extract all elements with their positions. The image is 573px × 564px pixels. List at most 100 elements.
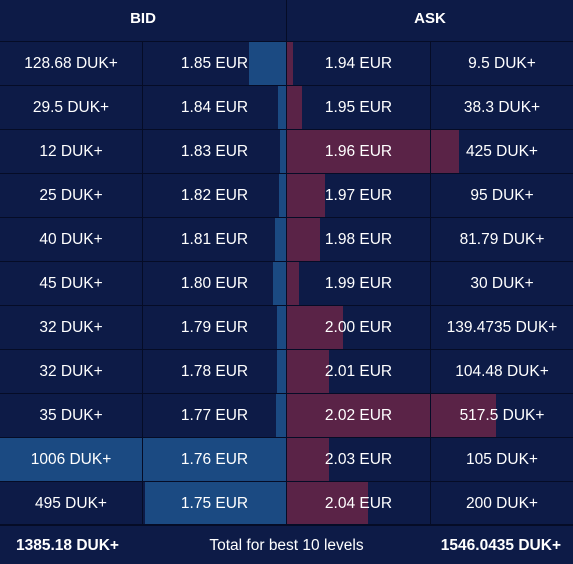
bid-price: 1.84 EUR: [180, 99, 249, 116]
ask-amount: 81.79 DUK+: [459, 231, 545, 248]
ask-price: 1.97 EUR: [324, 187, 393, 204]
column-divider: [430, 262, 431, 305]
bid-amount: 35 DUK+: [39, 407, 103, 424]
column-divider: [286, 306, 287, 349]
total-label: Total for best 10 levels: [209, 537, 364, 554]
column-divider: [430, 174, 431, 217]
column-divider: [142, 42, 143, 85]
column-divider: [142, 218, 143, 261]
column-divider: [430, 42, 431, 85]
ask-depth-bar: [287, 482, 368, 525]
bid-depth-bar: [277, 350, 286, 393]
ask-total: 1546.0435 DUK+: [440, 537, 561, 554]
order-book-header: BID ASK: [0, 0, 573, 42]
bid-amount: 40 DUK+: [39, 231, 103, 248]
ask-amount: 425 DUK+: [466, 143, 538, 160]
bid-amount: 495 DUK+: [35, 495, 107, 512]
ask-price: 2.02 EUR: [324, 407, 393, 424]
bid-price: 1.83 EUR: [180, 143, 249, 160]
bid-depth-bar: [276, 394, 286, 437]
bid-amount: 128.68 DUK+: [24, 55, 118, 72]
column-divider: [430, 130, 431, 173]
column-divider: [142, 262, 143, 305]
ask-price: 1.94 EUR: [324, 55, 393, 72]
ask-amount: 30 DUK+: [470, 275, 534, 292]
order-row[interactable]: 45 DUK+ 1.80 EUR 1.99 EUR 30 DUK+: [0, 262, 573, 306]
bid-amount: 45 DUK+: [39, 275, 103, 292]
column-divider: [430, 394, 431, 437]
order-row[interactable]: 32 DUK+ 1.79 EUR 2.00 EUR 139.4735 DUK+: [0, 306, 573, 350]
ask-price: 1.95 EUR: [324, 99, 393, 116]
column-divider: [430, 350, 431, 393]
column-divider: [286, 350, 287, 393]
column-divider: [430, 482, 431, 525]
bid-amount: 12 DUK+: [39, 143, 103, 160]
column-divider: [286, 394, 287, 437]
bid-price: 1.79 EUR: [180, 319, 249, 336]
order-book-rows: 128.68 DUK+ 1.85 EUR 1.94 EUR 9.5 DUK+ 29.5 …: [0, 42, 573, 526]
header-divider: [286, 0, 287, 42]
bid-amount: 29.5 DUK+: [32, 99, 110, 116]
column-divider: [142, 438, 143, 481]
bid-price: 1.75 EUR: [180, 495, 249, 512]
order-row[interactable]: 29.5 DUK+ 1.84 EUR 1.95 EUR 38.3 DUK+: [0, 86, 573, 130]
ask-depth-bar: [287, 306, 343, 349]
column-divider: [286, 42, 287, 85]
column-divider: [286, 86, 287, 129]
order-row[interactable]: 12 DUK+ 1.83 EUR 1.96 EUR 425 DUK+: [0, 130, 573, 174]
ask-depth-bar: [287, 218, 320, 261]
ask-column-header: ASK: [414, 10, 446, 27]
ask-depth-bar: [287, 174, 325, 217]
column-divider: [142, 482, 143, 525]
bid-depth-bar: [0, 438, 286, 481]
bid-amount: 25 DUK+: [39, 187, 103, 204]
column-divider: [430, 86, 431, 129]
bid-depth-bar: [278, 86, 286, 129]
bid-price: 1.77 EUR: [180, 407, 249, 424]
order-row[interactable]: 128.68 DUK+ 1.85 EUR 1.94 EUR 9.5 DUK+: [0, 42, 573, 86]
bid-price: 1.80 EUR: [180, 275, 249, 292]
bid-depth-bar: [145, 482, 286, 525]
bid-depth-bar: [280, 130, 286, 173]
order-row[interactable]: 495 DUK+ 1.75 EUR 2.04 EUR 200 DUK+: [0, 482, 573, 526]
column-divider: [142, 86, 143, 129]
ask-amount: 104.48 DUK+: [455, 363, 549, 380]
ask-amount: 200 DUK+: [466, 495, 538, 512]
ask-price: 2.00 EUR: [324, 319, 393, 336]
bid-price: 1.78 EUR: [180, 363, 249, 380]
column-divider: [142, 350, 143, 393]
bid-price: 1.85 EUR: [180, 55, 249, 72]
column-divider: [142, 306, 143, 349]
order-row[interactable]: 1006 DUK+ 1.76 EUR 2.03 EUR 105 DUK+: [0, 438, 573, 482]
column-divider: [286, 218, 287, 261]
bid-price: 1.82 EUR: [180, 187, 249, 204]
order-book-footer: 1385.18 DUK+ Total for best 10 levels 15…: [0, 524, 573, 564]
ask-price: 2.03 EUR: [324, 451, 393, 468]
ask-price: 1.96 EUR: [324, 143, 393, 160]
column-divider: [142, 174, 143, 217]
ask-depth-bar: [287, 394, 496, 437]
bid-price: 1.76 EUR: [180, 451, 249, 468]
order-row[interactable]: 32 DUK+ 1.78 EUR 2.01 EUR 104.48 DUK+: [0, 350, 573, 394]
ask-price: 2.04 EUR: [324, 495, 393, 512]
ask-amount: 38.3 DUK+: [463, 99, 541, 116]
ask-price: 1.98 EUR: [324, 231, 393, 248]
bid-depth-bar: [277, 306, 286, 349]
ask-amount: 105 DUK+: [466, 451, 538, 468]
ask-amount: 139.4735 DUK+: [446, 319, 558, 336]
column-divider: [286, 482, 287, 525]
order-row[interactable]: 35 DUK+ 1.77 EUR 2.02 EUR 517.5 DUK+: [0, 394, 573, 438]
bid-depth-bar: [249, 42, 286, 85]
column-divider: [430, 218, 431, 261]
column-divider: [430, 306, 431, 349]
column-divider: [142, 130, 143, 173]
ask-amount: 517.5 DUK+: [459, 407, 545, 424]
bid-column-header: BID: [130, 10, 156, 27]
bid-price: 1.81 EUR: [180, 231, 249, 248]
ask-price: 1.99 EUR: [324, 275, 393, 292]
column-divider: [430, 438, 431, 481]
bid-amount: 1006 DUK+: [30, 451, 112, 468]
ask-amount: 95 DUK+: [470, 187, 534, 204]
order-row[interactable]: 40 DUK+ 1.81 EUR 1.98 EUR 81.79 DUK+: [0, 218, 573, 262]
order-row[interactable]: 25 DUK+ 1.82 EUR 1.97 EUR 95 DUK+: [0, 174, 573, 218]
